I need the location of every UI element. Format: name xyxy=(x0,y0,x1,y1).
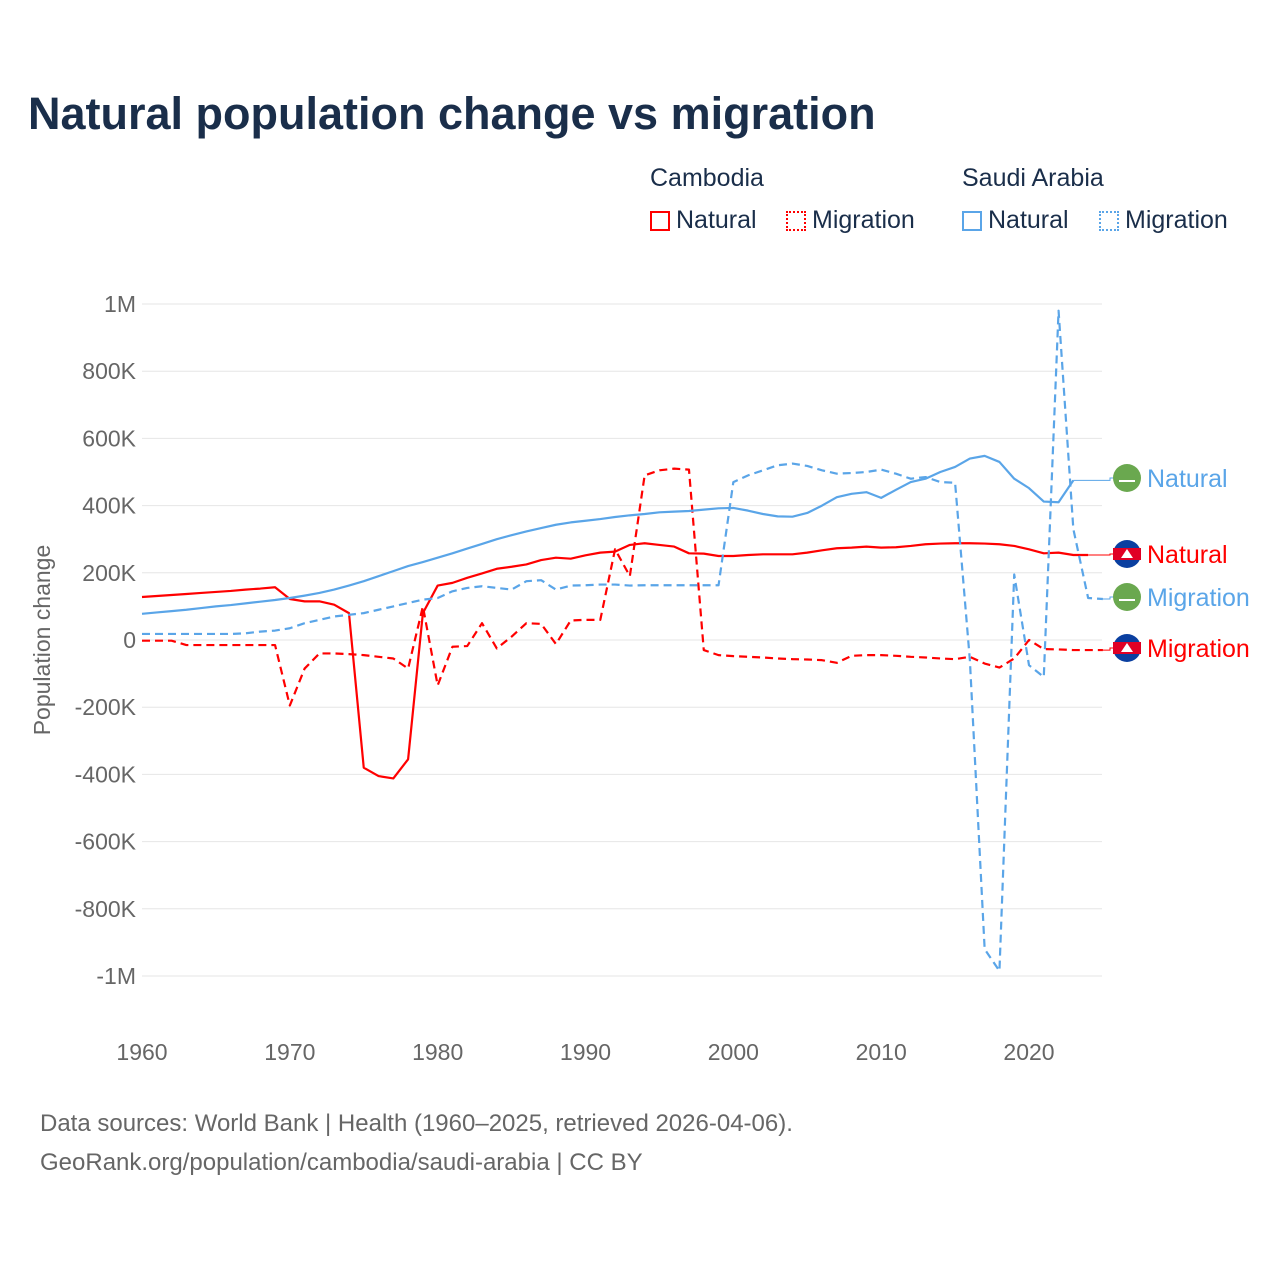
legend-swatch-icon xyxy=(650,210,670,231)
angkor-icon xyxy=(1121,643,1133,652)
label-connector xyxy=(1102,596,1114,600)
legend-label: Migration xyxy=(812,206,915,234)
legend-group-cambodia: Cambodia xyxy=(650,164,764,192)
saudi-flag-icon xyxy=(1113,583,1141,611)
end-label: Migration xyxy=(1147,635,1250,663)
x-tick-label: 2000 xyxy=(708,1039,759,1065)
x-tick-label: 1970 xyxy=(264,1039,315,1065)
legend-label: Natural xyxy=(676,206,757,234)
legend-label: Migration xyxy=(1125,206,1228,234)
y-tick-label: -200K xyxy=(75,694,137,720)
label-connector xyxy=(1088,553,1114,556)
x-tick-label: 1980 xyxy=(412,1039,463,1065)
y-tick-label: -1M xyxy=(96,963,136,989)
y-tick-label: -400K xyxy=(75,761,137,787)
label-connector xyxy=(1073,477,1114,481)
legend-group-saudi-arabia: Saudi Arabia xyxy=(962,164,1104,192)
legend-saudi-natural[interactable]: Natural xyxy=(962,206,1069,235)
y-tick-label: 1M xyxy=(104,291,136,317)
chart-title: Natural population change vs migration xyxy=(28,88,876,139)
legend-cambodia-migration[interactable]: Migration xyxy=(786,206,915,235)
y-tick-label: 400K xyxy=(82,493,136,519)
y-tick-label: 800K xyxy=(82,358,136,384)
end-label: Natural xyxy=(1147,541,1228,569)
x-tick-label: 1960 xyxy=(116,1039,167,1065)
y-tick-label: 0 xyxy=(123,627,136,653)
y-tick-label: -800K xyxy=(75,896,137,922)
angkor-icon xyxy=(1121,549,1133,558)
series-line-saudi-arabia-migration xyxy=(142,309,1103,973)
legend-saudi-migration[interactable]: Migration xyxy=(1099,206,1228,235)
legend-swatch-icon xyxy=(962,210,982,231)
end-label: Natural xyxy=(1147,465,1228,493)
source-line-1: Data sources: World Bank | Health (1960–… xyxy=(40,1110,793,1137)
y-tick-label: 200K xyxy=(82,560,136,586)
series-line-cambodia-natural xyxy=(141,542,1089,780)
sword-icon xyxy=(1119,599,1135,601)
y-tick-label: -600K xyxy=(75,829,137,855)
series-line-saudi-arabia-natural xyxy=(141,454,1075,615)
end-label: Migration xyxy=(1147,584,1250,612)
x-tick-label: 1990 xyxy=(560,1039,611,1065)
legend-swatch-icon xyxy=(786,210,806,231)
legend-swatch-icon xyxy=(1099,210,1119,231)
legend-label: Natural xyxy=(988,206,1069,234)
legend-cambodia-natural[interactable]: Natural xyxy=(650,206,757,235)
x-tick-label: 2010 xyxy=(856,1039,907,1065)
source-line-2[interactable]: GeoRank.org/population/cambodia/saudi-ar… xyxy=(40,1149,643,1176)
sword-icon xyxy=(1119,480,1135,482)
y-axis-label: Population change xyxy=(29,545,55,736)
y-tick-label: 600K xyxy=(82,425,136,451)
x-tick-label: 2020 xyxy=(1003,1039,1054,1065)
series-line-cambodia-migration xyxy=(142,467,1103,707)
label-connector xyxy=(1102,647,1114,651)
saudi-flag-icon xyxy=(1113,464,1141,492)
